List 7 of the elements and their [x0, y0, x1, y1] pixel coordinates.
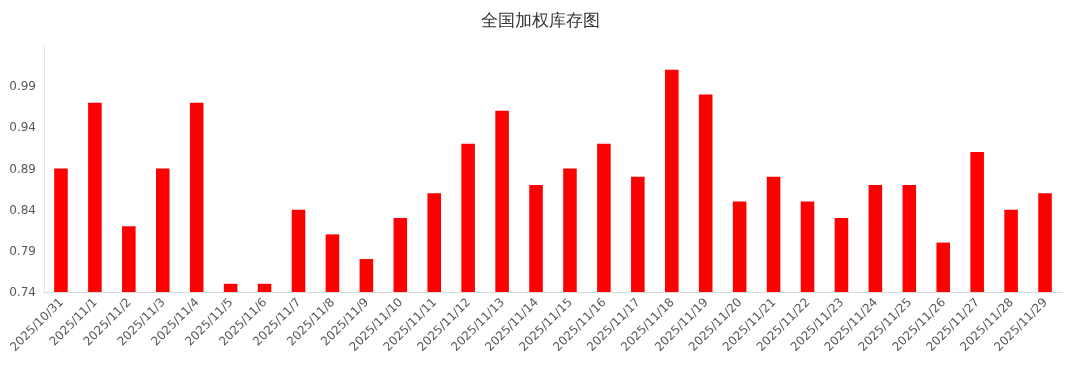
y-tick-label: 0.79	[9, 243, 36, 258]
y-tick-label: 0.89	[9, 161, 36, 176]
y-tick-label: 0.84	[9, 202, 36, 217]
y-tick-label: 0.99	[9, 79, 36, 94]
y-tick-label: 0.74	[9, 285, 36, 299]
chart-title: 全国加权库存图	[480, 9, 600, 30]
y-tick-label: 0.94	[9, 120, 36, 135]
